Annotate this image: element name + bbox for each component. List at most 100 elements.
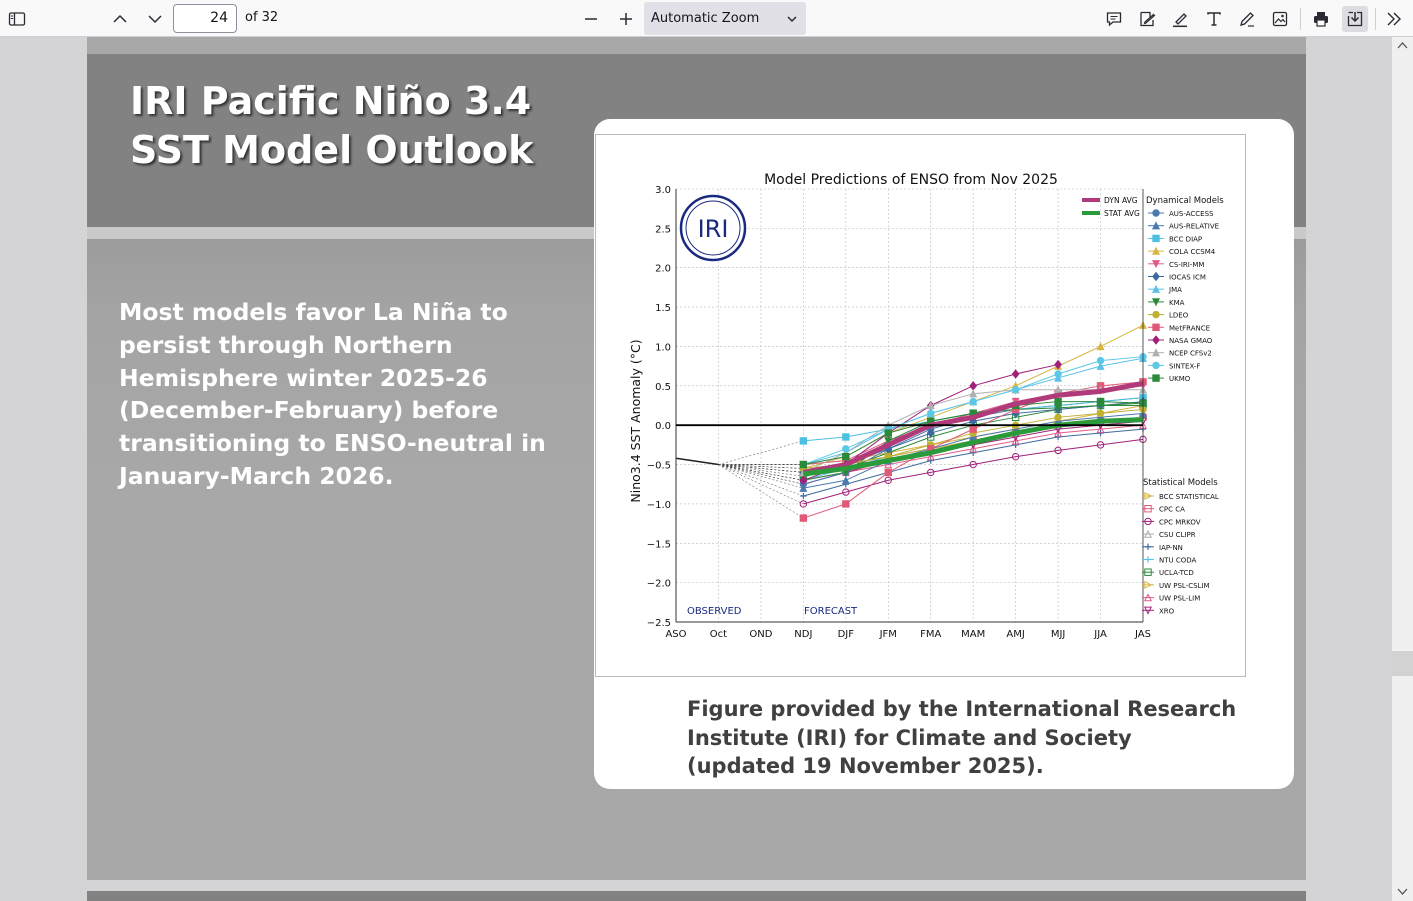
pdf-page-slide: IRI Pacific Niño 3.4 SST Model Outlook M… xyxy=(87,37,1306,880)
statistical-model-point xyxy=(927,468,935,477)
legend-avg-label: DYN AVG xyxy=(1104,196,1138,205)
dynamical-model-point xyxy=(799,483,808,492)
chart-title: Model Predictions of ENSO from Nov 2025 xyxy=(764,172,1058,188)
text-button[interactable] xyxy=(1201,6,1227,32)
statistical-model-point xyxy=(969,444,978,453)
zoom-select-value: Automatic Zoom xyxy=(651,11,760,26)
x-tick-label: JFM xyxy=(879,629,897,640)
highlight-button[interactable] xyxy=(1167,6,1193,32)
legend-marker xyxy=(1151,298,1161,307)
statistical-model-point xyxy=(799,500,808,508)
previous-page-button[interactable] xyxy=(107,6,133,32)
legend-marker xyxy=(1152,361,1160,370)
legend-label: IAP-NN xyxy=(1159,544,1183,552)
fan-line xyxy=(718,464,804,497)
vertical-scrollbar[interactable] xyxy=(1392,37,1413,901)
legend-marker xyxy=(1151,260,1161,269)
zoom-in-button[interactable] xyxy=(613,6,639,32)
dynamical-model-point xyxy=(1096,409,1105,418)
dynamical-model-point xyxy=(926,401,935,410)
legend-label: CPC CA xyxy=(1159,506,1185,514)
legend-label: BCC DIAP xyxy=(1169,235,1202,243)
statistical-model-point xyxy=(1011,452,1020,461)
fan-line xyxy=(718,464,804,505)
legend-avg-label: STAT AVG xyxy=(1104,209,1140,218)
x-tick-label: AMJ xyxy=(1006,629,1024,640)
draw-button[interactable] xyxy=(1234,6,1260,32)
dynamical-model-series xyxy=(718,359,1062,486)
forecast-label: FORECAST xyxy=(804,606,858,617)
x-tick-label: DJF xyxy=(838,629,855,640)
zoom-select[interactable]: Automatic Zoom xyxy=(644,2,806,35)
scroll-up-icon[interactable] xyxy=(1397,41,1408,50)
legend-marker xyxy=(1152,374,1160,382)
sidebar-toggle-icon xyxy=(8,12,26,26)
sidebar-toggle-button[interactable] xyxy=(4,6,30,32)
slide-title-line2: SST Model Outlook xyxy=(130,128,534,172)
print-icon xyxy=(1314,12,1328,27)
enso-chart: ASO Oct OND NDJ DJF JFM FMA MAM AMJ MJJ JJA JAS 3.0 2… xyxy=(628,172,1224,640)
comment-button[interactable] xyxy=(1101,6,1127,32)
scroll-down-icon[interactable] xyxy=(1397,887,1408,896)
legend-label: UW PSL-CSLIM xyxy=(1159,582,1210,590)
average-line xyxy=(802,380,1144,475)
scrollbar-thumb[interactable] xyxy=(1392,651,1413,676)
statistical-model-line xyxy=(803,438,1144,505)
legend-marker xyxy=(1152,271,1160,282)
chart-grid xyxy=(675,188,1144,623)
x-tick-label: FMA xyxy=(920,629,941,640)
legend-label: XRO xyxy=(1159,607,1175,615)
dynamical-model-point xyxy=(799,475,808,486)
legend-marker xyxy=(1144,568,1152,576)
chevron-down-icon xyxy=(787,16,797,23)
x-tick-label: ASO xyxy=(665,629,686,640)
fan-line xyxy=(718,464,804,485)
y-tick-label: 2.5 xyxy=(655,224,671,235)
signature-icon xyxy=(1140,11,1156,27)
fan-line xyxy=(718,440,804,465)
y-tick-label: 2.0 xyxy=(655,264,671,275)
x-tick-label: MAM xyxy=(961,629,985,640)
next-page-button[interactable] xyxy=(142,6,168,32)
dynamical-model-point xyxy=(969,389,978,398)
dynamical-model-series xyxy=(718,352,1147,469)
tools-menu-button[interactable] xyxy=(1381,6,1407,32)
observed-line xyxy=(675,457,719,466)
legend-label: COLA CCSM4 xyxy=(1169,248,1216,256)
chart-legend: DYN AVG STAT AVG Dynamical Models AUS-ACCES… xyxy=(1082,196,1224,615)
legend-marker xyxy=(1152,310,1160,319)
statistical-model-point xyxy=(1054,433,1062,441)
page-number-input[interactable]: 24 xyxy=(173,4,237,33)
statistical-model-point xyxy=(1012,441,1019,449)
legend-label: AUS-RELATIVE xyxy=(1169,223,1219,231)
x-tick-label: Oct xyxy=(710,629,727,640)
dynamical-model-point xyxy=(927,409,935,418)
legend-label: BCC STATISTICAL xyxy=(1159,493,1219,501)
y-tick-label: −2.5 xyxy=(647,618,671,629)
dynamical-model-point xyxy=(842,433,850,441)
image-icon xyxy=(1272,11,1288,27)
legend-label: IOCAS ICM xyxy=(1169,274,1206,282)
y-tick-label: 1.5 xyxy=(655,303,671,314)
y-tick-label: −0.5 xyxy=(647,461,671,472)
x-tick-label: NDJ xyxy=(794,629,812,640)
average-line xyxy=(803,417,1144,477)
dynamical-model-point xyxy=(1054,373,1063,382)
statistical-model-series xyxy=(718,435,1147,508)
zoom-out-button[interactable] xyxy=(578,6,604,32)
statistical-model-point xyxy=(884,476,892,484)
y-tick-label: −1.5 xyxy=(647,539,671,550)
statistical-model-point xyxy=(969,460,977,469)
legend-marker xyxy=(1152,209,1160,217)
save-button[interactable] xyxy=(1342,6,1368,32)
highlight-icon xyxy=(1173,13,1187,28)
add-image-button[interactable] xyxy=(1267,6,1293,32)
page-total-label: of 32 xyxy=(245,10,279,25)
x-tick-label: OND xyxy=(749,629,772,640)
tools-menu-icon xyxy=(1387,12,1401,26)
statistical-model-point xyxy=(1097,429,1104,437)
dynamical-model-point xyxy=(969,425,977,433)
dynamical-model-point xyxy=(799,437,808,445)
signature-button[interactable] xyxy=(1134,6,1160,32)
print-button[interactable] xyxy=(1308,6,1334,32)
